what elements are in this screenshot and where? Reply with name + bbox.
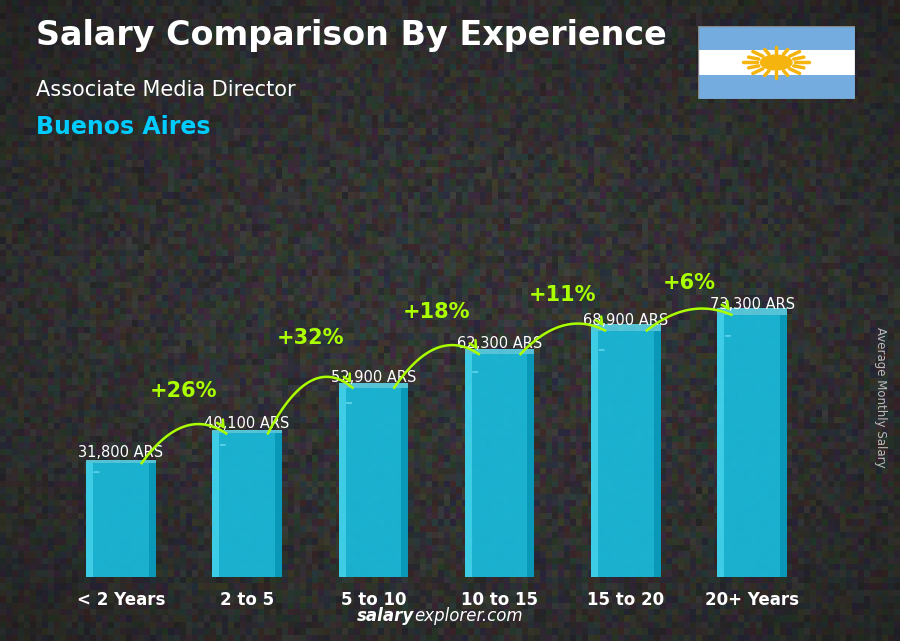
Text: Average Monthly Salary: Average Monthly Salary (874, 327, 886, 468)
Text: +11%: +11% (529, 285, 597, 306)
Text: 31,800 ARS: 31,800 ARS (78, 445, 163, 460)
Text: 62,300 ARS: 62,300 ARS (457, 337, 543, 351)
Bar (527, 354, 535, 577)
Bar (338, 388, 408, 577)
Text: +26%: +26% (150, 381, 218, 401)
Text: +18%: +18% (403, 302, 470, 322)
Bar (698, 26, 855, 50)
Bar (86, 463, 93, 577)
Bar (401, 388, 408, 577)
Bar (780, 315, 787, 577)
Text: explorer.com: explorer.com (414, 607, 523, 625)
Circle shape (760, 55, 792, 70)
Bar (591, 331, 661, 577)
Bar (653, 331, 661, 577)
Bar (698, 75, 855, 99)
Bar (717, 308, 787, 315)
Bar (212, 433, 220, 577)
Text: 68,900 ARS: 68,900 ARS (583, 313, 669, 328)
Bar (338, 388, 346, 577)
Text: Associate Media Director: Associate Media Director (36, 80, 295, 100)
Text: Salary Comparison By Experience: Salary Comparison By Experience (36, 19, 667, 52)
Bar (465, 354, 472, 577)
Bar (591, 324, 661, 331)
Bar (465, 354, 535, 577)
Bar (212, 430, 282, 433)
Bar (212, 433, 282, 577)
Text: 73,300 ARS: 73,300 ARS (710, 297, 795, 312)
Bar (717, 315, 725, 577)
Bar (274, 433, 282, 577)
Bar (698, 50, 855, 75)
Bar (86, 463, 156, 577)
Text: Buenos Aires: Buenos Aires (36, 115, 211, 139)
Bar (338, 383, 408, 388)
Bar (591, 331, 599, 577)
Bar (86, 460, 156, 463)
Bar (148, 463, 156, 577)
Text: 52,900 ARS: 52,900 ARS (330, 370, 416, 385)
Text: salary: salary (356, 607, 414, 625)
Text: 40,100 ARS: 40,100 ARS (204, 415, 290, 431)
Text: +32%: +32% (276, 328, 344, 349)
Bar (465, 349, 535, 354)
Bar (717, 315, 787, 577)
Text: +6%: +6% (662, 273, 716, 294)
